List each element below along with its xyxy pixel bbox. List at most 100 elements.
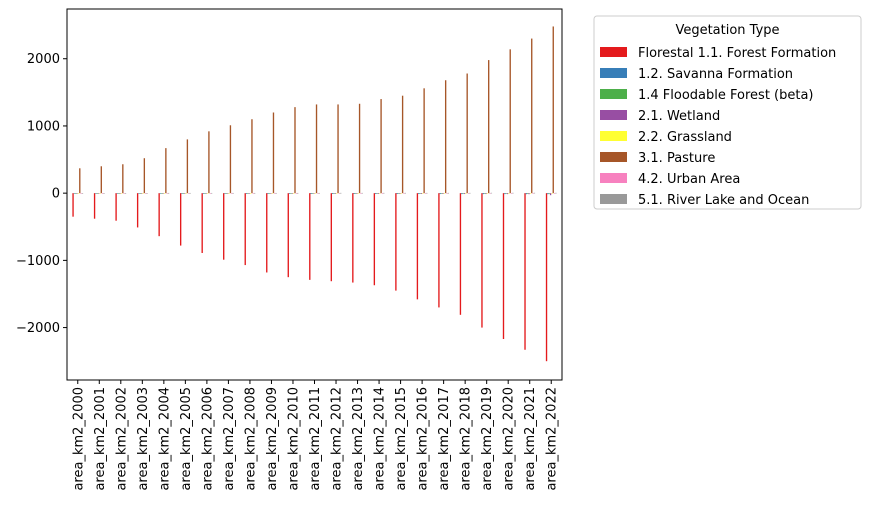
bar-4-2-urban-area-3 xyxy=(145,193,147,194)
bar-5-1-river-lake-and-ocean-8 xyxy=(253,192,256,194)
bar-4-2-urban-area-22 xyxy=(553,193,556,194)
bar-1-4-floodable-forest-beta--14 xyxy=(376,193,378,194)
bar-1-4-floodable-forest-beta--4 xyxy=(161,193,163,194)
legend-swatch xyxy=(600,89,627,99)
bar-florestal-1-1-forest-formation-11 xyxy=(309,193,311,280)
bar-florestal-1-1-forest-formation-5 xyxy=(179,193,182,246)
bar-2-2-grassland-15 xyxy=(400,193,402,194)
bar-5-1-river-lake-and-ocean-11 xyxy=(318,192,320,194)
bar-1-4-floodable-forest-beta--12 xyxy=(333,193,335,194)
bar-1-2-savanna-formation-7 xyxy=(224,193,226,194)
bar-2-2-grassland-2 xyxy=(120,193,123,194)
bar-1-4-floodable-forest-beta--21 xyxy=(527,193,529,194)
bar-2-1-wetland-6 xyxy=(205,193,207,194)
bar-2-1-wetland-18 xyxy=(463,193,466,195)
bar-2-2-grassland-21 xyxy=(529,193,532,194)
bar-5-1-river-lake-and-ocean-7 xyxy=(232,192,234,194)
bar-florestal-1-1-forest-formation-7 xyxy=(223,193,225,260)
bar-1-4-floodable-forest-beta--9 xyxy=(268,193,271,194)
bar-1-4-floodable-forest-beta--11 xyxy=(311,193,314,194)
bar-5-1-river-lake-and-ocean-6 xyxy=(210,192,213,194)
bar-3-1-pasture-9 xyxy=(272,112,275,194)
x-tick-label: area_km2_2008 xyxy=(243,387,258,491)
bar-1-2-savanna-formation-5 xyxy=(181,193,183,194)
x-tick-label: area_km2_2016 xyxy=(416,387,431,491)
bar-2-2-grassland-5 xyxy=(185,193,187,194)
bar-5-1-river-lake-and-ocean-16 xyxy=(426,192,428,194)
bar-2-1-wetland-7 xyxy=(227,193,229,194)
bar-3-1-pasture-20 xyxy=(509,49,511,194)
bar-4-2-urban-area-12 xyxy=(338,193,341,194)
bar-1-4-floodable-forest-beta--8 xyxy=(247,193,249,194)
bar-1-2-savanna-formation-13 xyxy=(353,193,355,194)
x-tick-label: area_km2_2018 xyxy=(459,387,474,491)
bar-2-1-wetland-12 xyxy=(334,193,337,194)
bar-5-1-river-lake-and-ocean-21 xyxy=(533,192,536,194)
bar-2-2-grassland-7 xyxy=(228,193,230,194)
bar-1-4-floodable-forest-beta--2 xyxy=(118,193,120,194)
bar-3-1-pasture-21 xyxy=(531,38,533,194)
bar-1-4-floodable-forest-beta--3 xyxy=(139,193,141,194)
x-tick-label: area_km2_2011 xyxy=(308,387,323,491)
bar-4-2-urban-area-19 xyxy=(489,193,491,194)
bar-5-1-river-lake-and-ocean-12 xyxy=(340,192,342,194)
bar-florestal-1-1-forest-formation-9 xyxy=(266,193,268,273)
y-tick-label: −1000 xyxy=(16,254,60,269)
bar-5-1-river-lake-and-ocean-4 xyxy=(167,192,170,194)
bar-4-2-urban-area-16 xyxy=(424,193,427,194)
bar-5-1-river-lake-and-ocean-1 xyxy=(103,193,105,194)
legend-swatch xyxy=(600,110,627,120)
bar-florestal-1-1-forest-formation-4 xyxy=(158,193,160,237)
bar-2-1-wetland-22 xyxy=(549,193,552,196)
bar-2-1-wetland-3 xyxy=(140,193,143,194)
bar-3-1-pasture-16 xyxy=(423,88,425,194)
legend-swatch xyxy=(600,194,627,204)
bar-1-4-floodable-forest-beta--5 xyxy=(182,193,185,194)
x-tick-label: area_km2_2015 xyxy=(394,387,409,491)
x-tick-label: area_km2_2007 xyxy=(222,387,237,491)
bar-2-1-wetland-11 xyxy=(313,193,315,194)
bar-1-2-savanna-formation-1 xyxy=(95,193,97,194)
bar-1-2-savanna-formation-16 xyxy=(418,193,420,195)
y-tick-label: −2000 xyxy=(16,321,60,336)
bar-3-1-pasture-10 xyxy=(294,107,296,194)
bar-florestal-1-1-forest-formation-21 xyxy=(524,193,526,350)
bar-5-1-river-lake-and-ocean-15 xyxy=(404,192,406,194)
x-tick-label: area_km2_2002 xyxy=(114,387,129,491)
bar-4-2-urban-area-17 xyxy=(446,193,448,194)
bar-2-2-grassland-19 xyxy=(486,193,489,194)
bar-2-2-grassland-3 xyxy=(142,193,144,194)
bar-florestal-1-1-forest-formation-20 xyxy=(502,193,505,340)
x-tick-label: area_km2_2004 xyxy=(157,387,172,491)
bar-5-1-river-lake-and-ocean-0 xyxy=(81,193,84,194)
bar-1-2-savanna-formation-12 xyxy=(331,193,334,194)
bar-1-4-floodable-forest-beta--7 xyxy=(225,193,228,194)
bar-5-1-river-lake-and-ocean-9 xyxy=(275,192,277,194)
bar-2-2-grassland-17 xyxy=(443,193,445,194)
bar-5-1-river-lake-and-ocean-17 xyxy=(447,192,450,194)
bar-5-1-river-lake-and-ocean-14 xyxy=(383,192,385,194)
bar-1-4-floodable-forest-beta--0 xyxy=(75,193,77,194)
bar-1-4-floodable-forest-beta--13 xyxy=(354,193,357,194)
bar-2-1-wetland-9 xyxy=(270,193,272,194)
bar-3-1-pasture-2 xyxy=(122,164,124,194)
bar-5-1-river-lake-and-ocean-18 xyxy=(469,192,471,194)
bar-5-1-river-lake-and-ocean-22 xyxy=(555,192,557,194)
bar-4-2-urban-area-13 xyxy=(360,193,362,194)
bar-florestal-1-1-forest-formation-2 xyxy=(115,193,117,221)
x-tick-label: area_km2_2021 xyxy=(523,387,538,491)
bar-1-4-floodable-forest-beta--6 xyxy=(204,193,206,194)
bar-florestal-1-1-forest-formation-10 xyxy=(287,193,289,278)
bar-2-1-wetland-20 xyxy=(506,193,509,195)
bar-2-1-wetland-21 xyxy=(528,193,530,195)
bar-3-1-pasture-7 xyxy=(229,125,232,194)
bar-1-2-savanna-formation-8 xyxy=(245,193,248,194)
bar-4-2-urban-area-8 xyxy=(252,193,254,194)
bar-1-2-savanna-formation-2 xyxy=(116,193,119,194)
bar-3-1-pasture-22 xyxy=(552,26,554,194)
bar-4-2-urban-area-20 xyxy=(510,193,513,194)
x-tick-label: area_km2_2020 xyxy=(502,387,517,491)
bar-2-2-grassland-20 xyxy=(508,193,510,194)
x-tick-label: area_km2_2022 xyxy=(545,387,560,491)
bar-4-2-urban-area-5 xyxy=(188,193,190,194)
